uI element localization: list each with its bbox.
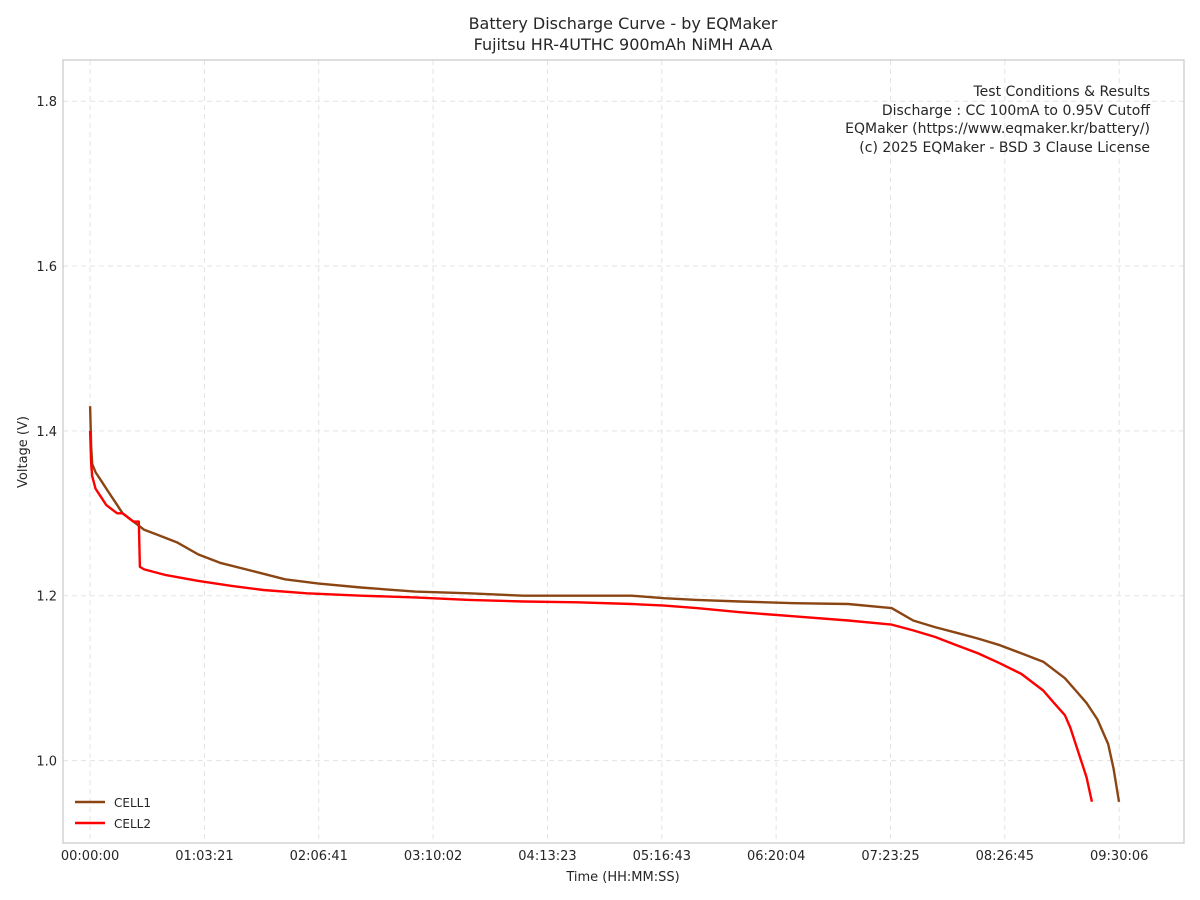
x-tick-label-7: 07:23:25 (861, 849, 919, 864)
series-lines (88, 406, 1121, 803)
legend: CELL1 CELL2 (75, 796, 151, 831)
y-tick-label-1: 1.2 (36, 590, 57, 605)
annotation-box: Test Conditions & Results Discharge : CC… (845, 84, 1150, 156)
x-tick-label-3: 03:10:02 (404, 849, 462, 864)
x-tick-label-4: 04:13:23 (518, 849, 576, 864)
x-tick-label-8: 08:26:45 (976, 849, 1034, 864)
annotation-line-2: Discharge : CC 100mA to 0.95V Cutoff (882, 103, 1151, 119)
x-tick-label-1: 01:03:21 (175, 849, 233, 864)
annotation-line-4: (c) 2025 EQMaker - BSD 3 Clause License (859, 140, 1150, 156)
annotation-line-3: EQMaker (https://www.eqmaker.kr/battery/… (845, 121, 1150, 137)
x-tick-label-0: 00:00:00 (61, 849, 119, 864)
y-tick-label-2: 1.4 (36, 425, 57, 440)
y-axis-label: Voltage (V) (16, 416, 31, 488)
y-tick-label-4: 1.8 (36, 95, 57, 110)
ticks: 00:00:00 01:03:21 02:06:41 03:10:02 04:13:23… (36, 95, 1148, 864)
y-tick-label-0: 1.0 (36, 755, 57, 770)
x-axis-label: Time (HH:MM:SS) (565, 870, 679, 885)
legend-label-cell1: CELL1 (114, 796, 151, 810)
annotation-line-1: Test Conditions & Results (973, 84, 1151, 100)
x-tick-label-6: 06:20:04 (747, 849, 805, 864)
series-line-cell1 (88, 406, 1121, 802)
x-tick-label-9: 09:30:06 (1090, 849, 1148, 864)
chart-title: Battery Discharge Curve - by EQMaker (469, 14, 778, 33)
chart-subtitle: Fujitsu HR-4UTHC 900mAh NiMH AAA (474, 35, 773, 54)
x-tick-label-2: 02:06:41 (290, 849, 348, 864)
y-tick-label-3: 1.6 (36, 260, 57, 275)
plot-frame (62, 59, 1185, 844)
legend-label-cell2: CELL2 (114, 817, 151, 831)
series-line-cell2 (88, 430, 1094, 803)
x-tick-label-5: 05:16:43 (633, 849, 691, 864)
